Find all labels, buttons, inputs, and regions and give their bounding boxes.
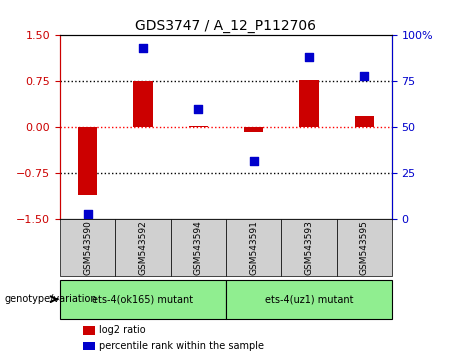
Text: GSM543592: GSM543592	[138, 221, 148, 275]
Point	[305, 55, 313, 60]
Title: GDS3747 / A_12_P112706: GDS3747 / A_12_P112706	[136, 19, 316, 33]
Text: percentile rank within the sample: percentile rank within the sample	[99, 341, 264, 351]
Bar	[244, 127, 263, 132]
Text: GSM543595: GSM543595	[360, 220, 369, 275]
Text: GSM543590: GSM543590	[83, 220, 92, 275]
Text: GSM543591: GSM543591	[249, 220, 258, 275]
Text: ets-4(uz1) mutant: ets-4(uz1) mutant	[265, 294, 353, 304]
Bar	[189, 126, 208, 127]
Point	[250, 158, 257, 164]
Point	[195, 106, 202, 112]
Point	[361, 73, 368, 79]
Bar	[355, 116, 374, 127]
Bar	[133, 81, 153, 127]
Text: genotype/variation: genotype/variation	[5, 294, 97, 304]
Point	[84, 211, 91, 217]
Text: GSM543593: GSM543593	[304, 220, 313, 275]
Text: log2 ratio: log2 ratio	[99, 325, 146, 335]
Bar	[299, 80, 319, 127]
Text: ets-4(ok165) mutant: ets-4(ok165) mutant	[92, 294, 194, 304]
Text: GSM543594: GSM543594	[194, 221, 203, 275]
Point	[139, 45, 147, 51]
Bar	[78, 127, 97, 195]
